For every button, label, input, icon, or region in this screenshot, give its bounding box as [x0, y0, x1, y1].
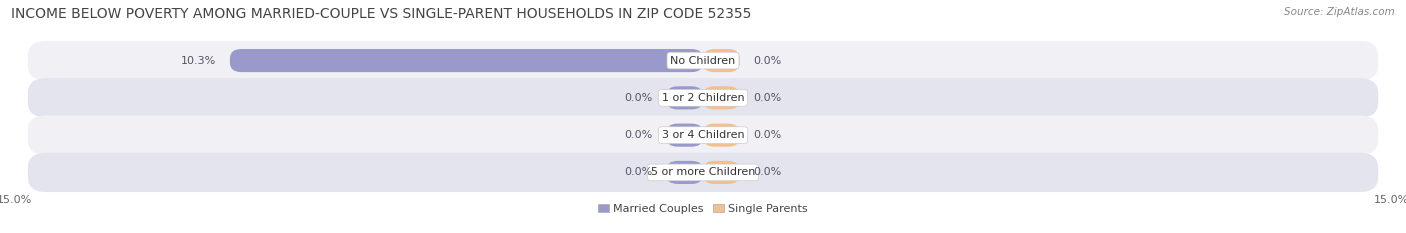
Text: 1 or 2 Children: 1 or 2 Children	[662, 93, 744, 103]
FancyBboxPatch shape	[703, 161, 740, 184]
Text: 0.0%: 0.0%	[754, 168, 782, 177]
FancyBboxPatch shape	[28, 116, 1378, 155]
Text: 10.3%: 10.3%	[181, 56, 217, 65]
FancyBboxPatch shape	[666, 161, 703, 184]
Text: 5 or more Children: 5 or more Children	[651, 168, 755, 177]
FancyBboxPatch shape	[28, 78, 1378, 117]
Text: 0.0%: 0.0%	[624, 130, 652, 140]
FancyBboxPatch shape	[28, 41, 1378, 80]
Text: Source: ZipAtlas.com: Source: ZipAtlas.com	[1284, 7, 1395, 17]
FancyBboxPatch shape	[666, 123, 703, 147]
FancyBboxPatch shape	[231, 49, 703, 72]
Text: 0.0%: 0.0%	[624, 168, 652, 177]
FancyBboxPatch shape	[28, 153, 1378, 192]
Text: 0.0%: 0.0%	[754, 93, 782, 103]
Text: No Children: No Children	[671, 56, 735, 65]
Text: 3 or 4 Children: 3 or 4 Children	[662, 130, 744, 140]
FancyBboxPatch shape	[703, 123, 740, 147]
Text: 0.0%: 0.0%	[624, 93, 652, 103]
FancyBboxPatch shape	[703, 49, 740, 72]
Legend: Married Couples, Single Parents: Married Couples, Single Parents	[593, 199, 813, 218]
Text: INCOME BELOW POVERTY AMONG MARRIED-COUPLE VS SINGLE-PARENT HOUSEHOLDS IN ZIP COD: INCOME BELOW POVERTY AMONG MARRIED-COUPL…	[11, 7, 752, 21]
Text: 0.0%: 0.0%	[754, 130, 782, 140]
Text: 0.0%: 0.0%	[754, 56, 782, 65]
FancyBboxPatch shape	[666, 86, 703, 110]
FancyBboxPatch shape	[703, 86, 740, 110]
